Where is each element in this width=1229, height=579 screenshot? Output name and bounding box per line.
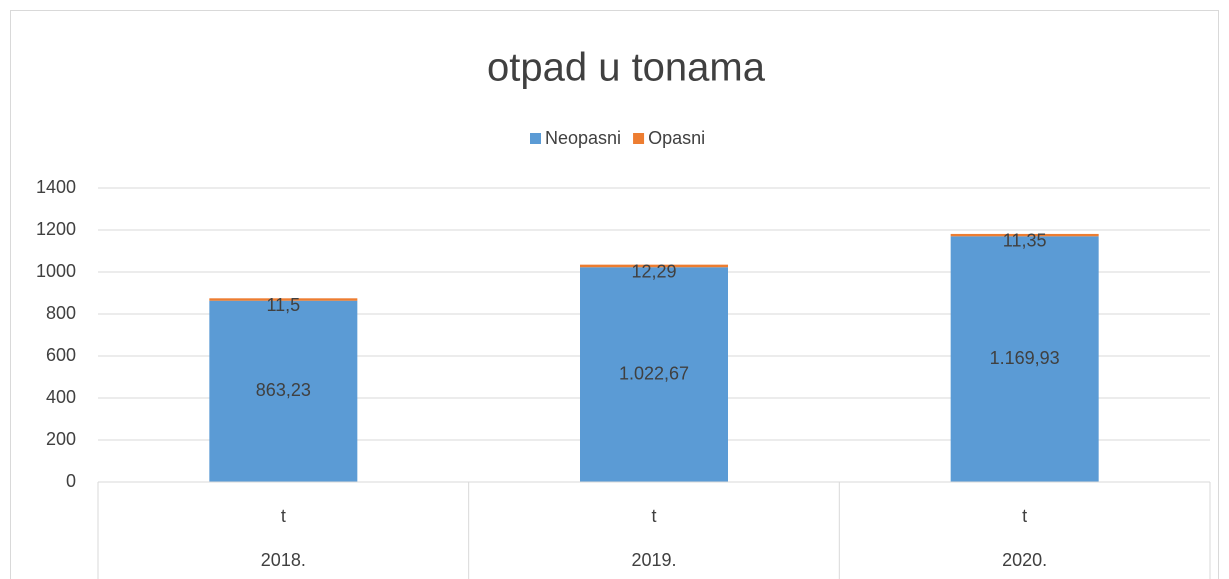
data-label: 12,29 xyxy=(631,261,676,281)
bar-segment xyxy=(950,233,1099,237)
legend-swatch xyxy=(530,133,541,144)
y-tick-label: 600 xyxy=(46,345,76,365)
bar-segment xyxy=(209,300,358,482)
bar-segment xyxy=(580,267,728,482)
x-sub-label: t xyxy=(1022,506,1027,526)
legend-label: Opasni xyxy=(648,128,705,148)
y-tick-label: 1200 xyxy=(36,219,76,239)
y-tick-label: 400 xyxy=(46,387,76,407)
y-tick-label: 1400 xyxy=(36,177,76,197)
chart-title: otpad u tonama xyxy=(487,46,766,90)
x-sub-label: t xyxy=(281,506,286,526)
y-tick-label: 800 xyxy=(46,303,76,323)
y-tick-label: 0 xyxy=(66,471,76,491)
x-tick-label: 2019. xyxy=(631,550,676,570)
legend-swatch xyxy=(633,133,645,144)
legend-label: Neopasni xyxy=(545,128,621,148)
y-tick-label: 1000 xyxy=(36,261,76,281)
data-label: 863,23 xyxy=(256,380,311,400)
data-label: 11,35 xyxy=(1003,231,1047,251)
bar-segment xyxy=(950,236,1099,482)
x-tick-label: 2020. xyxy=(1002,550,1047,570)
data-label: 1.169,93 xyxy=(990,348,1060,368)
bar-segment xyxy=(580,264,728,268)
y-tick-label: 200 xyxy=(46,429,76,449)
x-sub-label: t xyxy=(651,506,656,526)
data-label: 11,5 xyxy=(266,295,300,315)
data-label: 1.022,67 xyxy=(619,363,689,383)
bar-segment xyxy=(209,298,358,301)
x-tick-label: 2018. xyxy=(261,550,306,570)
